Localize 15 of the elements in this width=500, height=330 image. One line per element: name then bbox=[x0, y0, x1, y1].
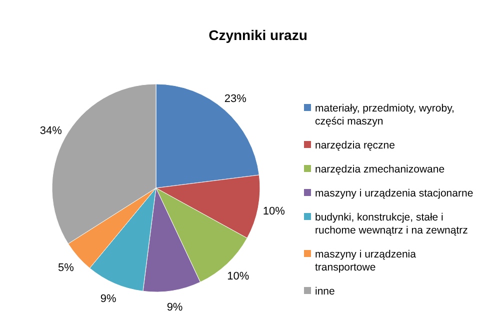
data-label: 10% bbox=[262, 205, 286, 218]
data-label: 23% bbox=[224, 92, 247, 105]
chart-title: Czynniki urazu bbox=[208, 27, 308, 43]
data-label: 9% bbox=[166, 301, 183, 314]
data-label: 34% bbox=[40, 125, 62, 138]
legend-label: budynki, konstrukcje, stałe i ruchome wewnątrz i na zewnątrz bbox=[315, 212, 468, 237]
data-label: 9% bbox=[100, 292, 117, 305]
data-label: 10% bbox=[227, 270, 250, 282]
data-label: 5% bbox=[58, 262, 74, 274]
legend-label: maszyny i urządzenia transportowe bbox=[315, 248, 416, 274]
legend-label: maszyny i urządzenia stacjonarne bbox=[315, 188, 474, 200]
legend-label: narzędzia ręczne bbox=[315, 140, 396, 152]
legend-label: materiały, przedmioty, wyroby, części maszyn bbox=[315, 102, 454, 128]
legend-label: inne bbox=[315, 286, 336, 298]
legend-label: narzędzia zmechanizowane bbox=[315, 164, 445, 176]
